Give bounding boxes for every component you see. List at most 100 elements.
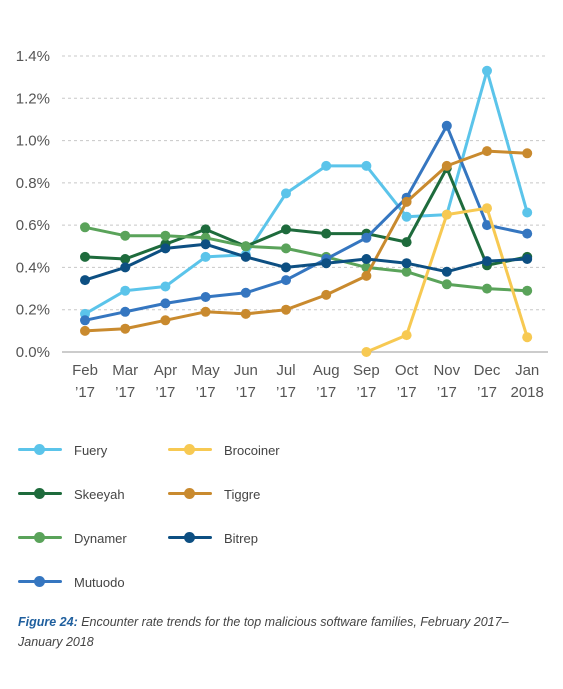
data-point-tiggre bbox=[482, 146, 492, 157]
data-point-dynamer bbox=[80, 222, 90, 233]
data-point-skeeyah bbox=[80, 251, 90, 262]
legend-item-tiggre: Tiggre bbox=[168, 482, 260, 506]
data-point-bitrep bbox=[321, 258, 332, 269]
x-tick-label-year: ’17 bbox=[236, 384, 256, 401]
data-point-bitrep bbox=[522, 254, 533, 264]
data-point-skeeyah bbox=[321, 228, 332, 239]
data-point-fuery bbox=[321, 160, 332, 171]
data-point-bitrep bbox=[200, 239, 211, 250]
legend-swatch-dynamer bbox=[18, 528, 62, 548]
legend-item-skeeyah: Skeeyah bbox=[18, 482, 125, 506]
data-point-bitrep bbox=[401, 258, 412, 269]
x-tick-label-month: Mar bbox=[112, 362, 138, 379]
legend: Fuery Skeeyah Dynamer Mutuodo Brocoiner … bbox=[18, 430, 378, 600]
data-point-fuery bbox=[361, 160, 372, 171]
data-point-mutuodo bbox=[361, 232, 372, 243]
data-point-skeeyah bbox=[401, 237, 412, 248]
data-point-tiggre bbox=[401, 196, 412, 207]
data-point-dynamer bbox=[401, 266, 412, 277]
data-point-fuery bbox=[120, 285, 131, 296]
data-point-brocoiner bbox=[441, 209, 452, 220]
x-tick-label-year: ’17 bbox=[115, 384, 135, 401]
data-point-dynamer bbox=[240, 241, 251, 252]
series-line-fuery bbox=[83, 69, 529, 316]
data-point-tiggre bbox=[441, 160, 452, 171]
x-tick-label-year: ’17 bbox=[397, 384, 417, 401]
x-tick-label-month: Jun bbox=[234, 362, 258, 379]
data-point-tiggre bbox=[361, 270, 372, 281]
y-tick-label: 0.0% bbox=[16, 344, 50, 361]
caption-label: Figure 24: bbox=[18, 615, 78, 629]
legend-swatch-mutuodo bbox=[18, 572, 62, 592]
data-point-tiggre bbox=[200, 306, 211, 317]
data-point-tiggre bbox=[80, 325, 90, 336]
x-tick-label-month: Jan bbox=[515, 362, 539, 379]
caption-text: Encounter rate trends for the top malici… bbox=[18, 615, 509, 649]
series-line-bitrep bbox=[83, 242, 529, 282]
x-tick-label-month: Aug bbox=[313, 362, 340, 379]
x-tick-label-year: ’17 bbox=[437, 384, 457, 401]
legend-item-fuery: Fuery bbox=[18, 438, 107, 462]
y-tick-label: 0.6% bbox=[16, 217, 50, 234]
data-point-bitrep bbox=[441, 266, 452, 277]
data-point-tiggre bbox=[240, 308, 251, 319]
x-tick-label-month: Jul bbox=[276, 362, 295, 379]
data-point-fuery bbox=[522, 207, 533, 218]
x-tick-label-month: Nov bbox=[433, 362, 460, 379]
series-line-mutuodo bbox=[83, 124, 529, 322]
x-tick-label-year: ’17 bbox=[276, 384, 296, 401]
data-point-mutuodo bbox=[160, 298, 171, 309]
y-tick-label: 1.4% bbox=[16, 48, 50, 65]
line-chart: 0.0% 0.2% 0.4% 0.6% 0.8% 1.0% 1.2% 1.4% Feb ’17 Ma… bbox=[16, 48, 548, 401]
data-point-bitrep bbox=[482, 256, 492, 267]
data-point-tiggre bbox=[522, 148, 533, 159]
legend-swatch-tiggre bbox=[168, 484, 212, 504]
data-point-skeeyah bbox=[200, 224, 211, 235]
legend-label-skeeyah: Skeeyah bbox=[74, 486, 125, 502]
data-point-mutuodo bbox=[80, 315, 90, 326]
legend-swatch-bitrep bbox=[168, 528, 212, 548]
data-point-bitrep bbox=[80, 275, 90, 286]
data-point-brocoiner bbox=[482, 203, 492, 214]
data-point-brocoiner bbox=[522, 332, 533, 343]
data-point-dynamer bbox=[441, 279, 452, 290]
data-point-dynamer bbox=[120, 230, 131, 241]
chart-svg: 0.0% 0.2% 0.4% 0.6% 0.8% 1.0% 1.2% 1.4% Feb ’17 Ma… bbox=[16, 48, 548, 401]
legend-label-brocoiner: Brocoiner bbox=[224, 442, 280, 458]
data-point-tiggre bbox=[281, 304, 291, 315]
data-point-mutuodo bbox=[120, 306, 131, 317]
legend-item-brocoiner: Brocoiner bbox=[168, 438, 280, 462]
data-point-mutuodo bbox=[240, 287, 251, 298]
data-point-bitrep bbox=[240, 251, 251, 262]
x-tick-label-year: ’17 bbox=[356, 384, 376, 401]
x-tick-label-year: 2018 bbox=[511, 384, 544, 401]
x-tick-label-month: May bbox=[191, 362, 220, 379]
legend-label-dynamer: Dynamer bbox=[74, 530, 127, 546]
series-line-dynamer bbox=[83, 225, 529, 293]
legend-label-bitrep: Bitrep bbox=[224, 530, 258, 546]
data-point-tiggre bbox=[120, 323, 131, 334]
y-tick-label: 0.8% bbox=[16, 175, 50, 192]
x-tick-label-month: Dec bbox=[474, 362, 501, 379]
data-point-mutuodo bbox=[441, 120, 452, 131]
data-point-bitrep bbox=[120, 262, 131, 273]
y-tick-label: 0.2% bbox=[16, 302, 50, 319]
x-tick-label-month: Sep bbox=[353, 362, 380, 379]
legend-item-bitrep: Bitrep bbox=[168, 526, 258, 550]
data-point-fuery bbox=[401, 211, 412, 222]
data-point-fuery bbox=[482, 65, 492, 76]
data-point-mutuodo bbox=[281, 275, 291, 286]
x-tick-label-year: ’17 bbox=[477, 384, 497, 401]
data-point-mutuodo bbox=[522, 228, 533, 239]
data-point-mutuodo bbox=[482, 220, 492, 231]
data-point-bitrep bbox=[160, 243, 171, 254]
data-point-dynamer bbox=[482, 283, 492, 294]
series-line-skeeyah bbox=[83, 166, 529, 267]
data-point-tiggre bbox=[321, 289, 332, 300]
figure-caption: Figure 24: Encounter rate trends for the… bbox=[18, 612, 538, 652]
x-tick-label-month: Feb bbox=[72, 362, 98, 379]
data-point-fuery bbox=[160, 281, 171, 292]
legend-label-fuery: Fuery bbox=[74, 442, 108, 458]
x-tick-label-year: ’17 bbox=[316, 384, 336, 401]
data-point-bitrep bbox=[361, 254, 372, 264]
